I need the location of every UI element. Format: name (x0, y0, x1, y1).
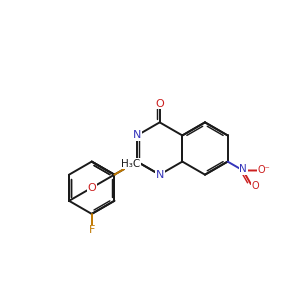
Text: N: N (133, 130, 141, 140)
Text: O⁻: O⁻ (258, 166, 271, 176)
Text: F: F (88, 225, 95, 235)
Text: O: O (155, 98, 164, 109)
Text: O: O (251, 181, 259, 190)
Text: H₃C: H₃C (121, 159, 140, 169)
Text: F: F (125, 161, 132, 172)
Text: N: N (155, 170, 164, 180)
Text: N: N (239, 164, 247, 174)
Text: O: O (87, 183, 96, 193)
